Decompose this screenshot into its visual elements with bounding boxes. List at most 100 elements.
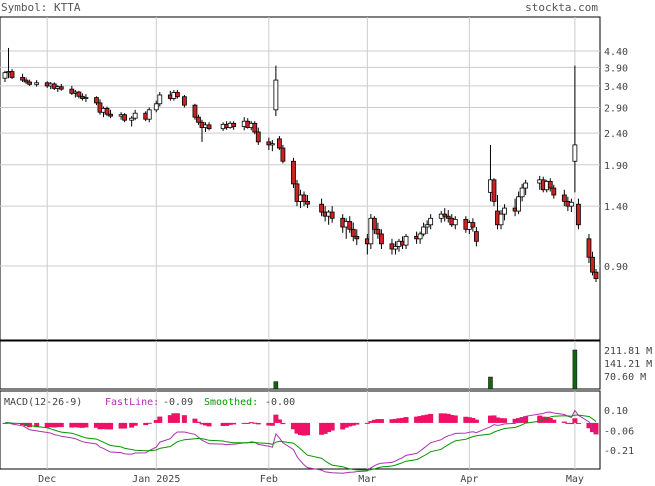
candle-body: [83, 97, 89, 99]
candle-body: [350, 228, 356, 237]
candle-body: [182, 96, 187, 106]
price-tick-label: 4.40: [604, 47, 628, 58]
fastline-value: -0.09: [163, 397, 193, 408]
macd-histogram-bar: [48, 422, 54, 428]
candle-body: [34, 82, 40, 85]
candle-body: [69, 88, 75, 94]
macd-histogram-bar: [319, 422, 325, 435]
candle-body: [27, 81, 33, 85]
macd-histogram-bar: [424, 414, 430, 423]
price-tick-label: 0.90: [604, 262, 628, 273]
candle-body: [276, 138, 282, 149]
symbol-label: Symbol: KTTA: [1, 1, 81, 14]
candle-body: [206, 124, 212, 130]
candle-body: [403, 235, 409, 246]
macd-histogram-bar: [69, 422, 75, 428]
macd-histogram-bar: [512, 418, 518, 423]
macd-histogram-bar: [519, 417, 525, 423]
macd-histogram-bar: [491, 415, 497, 423]
macd-histogram-bar: [224, 422, 230, 426]
macd-histogram-bar: [305, 422, 311, 436]
macd-histogram-bar: [294, 422, 300, 434]
macd-histogram-bar: [146, 422, 152, 424]
macd-histogram-bar: [586, 422, 592, 429]
candle-body: [20, 77, 25, 81]
macd-histogram-bar: [51, 422, 57, 428]
macd-histogram-bar: [143, 422, 149, 426]
macd-histogram-bar: [438, 413, 444, 423]
month-label: Dec: [38, 474, 56, 485]
macd-histogram-bar: [322, 422, 328, 434]
candle-body: [561, 194, 567, 202]
candle-body: [368, 217, 374, 245]
macd-histogram-bar: [122, 422, 128, 429]
macd-tick-label: -0.06: [604, 427, 634, 438]
candle-body: [428, 217, 434, 226]
site-label[interactable]: stockta.com: [525, 1, 598, 14]
candle-body: [122, 114, 128, 121]
price-tick-label: 3.40: [604, 82, 628, 93]
macd-axis: 0.10 -0.06 -0.21: [604, 406, 634, 457]
macd-histogram-bar: [108, 422, 114, 430]
candle-body: [424, 224, 430, 228]
fastline-label: FastLine:: [105, 397, 159, 408]
macd-histogram-bar: [192, 418, 198, 423]
macd-histogram-bar: [442, 413, 448, 423]
candle-body: [153, 103, 159, 111]
macd-histogram-bar: [195, 421, 201, 423]
macd-histogram-bar: [523, 416, 529, 423]
candle-body: [23, 79, 29, 83]
macd-histogram-bar: [400, 417, 406, 423]
candle-body: [146, 109, 152, 120]
volume-panel: [0, 340, 601, 390]
candle-body: [523, 182, 529, 189]
candle-body: [470, 222, 476, 228]
price-tick-label: 2.40: [604, 129, 628, 140]
candle-body: [174, 92, 180, 98]
macd-histogram-bar: [487, 415, 493, 423]
candle-body: [473, 231, 479, 242]
macd-histogram-bar: [449, 414, 455, 423]
macd-histogram-bar: [403, 417, 409, 423]
month-label: Apr: [460, 474, 478, 485]
macd-histogram-bar: [97, 422, 103, 430]
macd-histogram-bar: [248, 422, 254, 424]
macd-histogram-bar: [273, 414, 279, 423]
candle-body: [192, 104, 198, 118]
candle-body: [498, 213, 504, 226]
macd-histogram-bar: [347, 422, 353, 427]
macd-histogram-bar: [378, 419, 384, 423]
volume-bars: [273, 349, 578, 390]
candle-body: [280, 147, 286, 162]
candle-body: [445, 215, 451, 219]
macd-histogram-bar: [343, 422, 349, 428]
macd-histogram-bar: [118, 422, 124, 429]
candle-body: [301, 194, 307, 202]
macd-histogram-bar: [495, 417, 500, 423]
macd-histogram-bar: [34, 422, 40, 428]
price-panel: [0, 16, 601, 341]
candle-body: [132, 112, 138, 119]
macd-histogram-bar: [174, 413, 180, 423]
volume-tick-label: 211.81 M: [604, 346, 652, 357]
candle-body: [572, 144, 578, 162]
candle-body: [379, 233, 384, 245]
macd-histogram-bar: [375, 419, 381, 423]
price-axis: 0.90 1.40 1.90 2.40 2.90 3.40 3.90 4.40: [604, 47, 628, 273]
candle-body: [196, 116, 201, 123]
volume-bar: [273, 381, 279, 390]
macd-histogram-bar: [326, 422, 332, 433]
candle-body: [417, 233, 423, 240]
candle-body: [58, 86, 64, 90]
candle-body: [94, 97, 99, 104]
macd-histogram-bar: [129, 422, 135, 428]
macd-histogram-bar: [396, 418, 402, 423]
candle-body: [491, 179, 497, 202]
macd-histogram-bar: [502, 418, 508, 423]
candle-body: [590, 256, 595, 273]
macd-histogram-bar: [551, 419, 557, 423]
candle-body: [252, 122, 258, 133]
macd-histogram-bar: [544, 416, 550, 423]
macd-fastline: [4, 409, 597, 474]
macd-histogram-bar: [101, 422, 106, 430]
